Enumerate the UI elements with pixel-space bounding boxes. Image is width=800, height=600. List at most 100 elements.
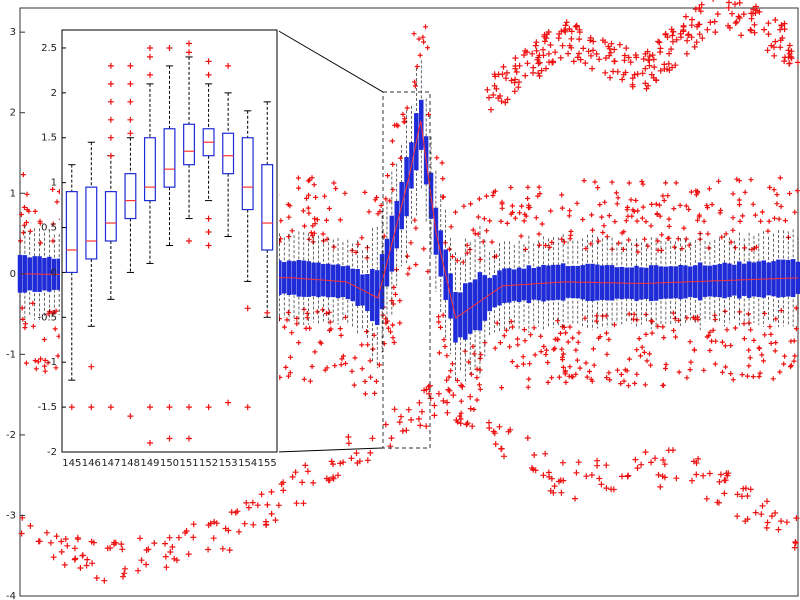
outlier-point <box>127 413 134 420</box>
outlier-point <box>364 329 370 334</box>
outlier-point <box>692 316 698 322</box>
outlier-point <box>54 199 60 205</box>
outlier-point <box>606 45 613 52</box>
outlier-point <box>484 193 489 199</box>
outlier-point <box>729 10 735 17</box>
inset-y-tick-label: 1.5 <box>41 133 57 144</box>
outlier-point <box>646 62 653 69</box>
outlier-point <box>185 551 192 558</box>
outlier-point <box>686 242 692 248</box>
outlier-point <box>366 209 372 215</box>
outlier-point <box>419 408 425 415</box>
outlier-point <box>111 541 117 548</box>
outlier-point <box>497 93 503 99</box>
outlier-point <box>79 552 86 559</box>
outlier-point <box>526 205 531 211</box>
outlier-point <box>107 152 114 159</box>
outlier-point <box>720 369 725 375</box>
outlier-point <box>107 116 114 123</box>
outlier-point <box>724 327 730 333</box>
outlier-point <box>367 449 374 456</box>
outlier-point <box>442 240 448 246</box>
outlier-point <box>768 42 775 49</box>
outlier-point <box>699 35 706 42</box>
outlier-point <box>604 330 609 336</box>
outlier-point <box>773 316 779 322</box>
outlier-point <box>93 575 100 581</box>
outlier-point <box>707 329 713 335</box>
outlier-point <box>740 485 747 492</box>
outlier-point <box>311 182 317 188</box>
outlier-point <box>448 368 454 374</box>
outlier-point <box>120 573 126 580</box>
outlier-point <box>543 65 549 72</box>
outlier-point <box>561 239 567 245</box>
outlier-point <box>633 198 639 203</box>
outlier-point <box>742 245 748 251</box>
outlier-point <box>725 22 732 29</box>
outlier-point <box>762 332 768 338</box>
outlier-point <box>143 547 150 553</box>
outlier-point <box>614 201 620 207</box>
outlier-point <box>666 223 672 229</box>
outlier-point <box>38 240 43 246</box>
outlier-point <box>509 359 515 365</box>
outlier-point <box>549 375 555 381</box>
outlier-point <box>210 535 217 542</box>
outlier-point <box>643 219 649 225</box>
outlier-point <box>426 112 432 117</box>
outlier-point <box>501 333 507 339</box>
outlier-point <box>532 352 538 358</box>
outlier-point <box>338 332 344 338</box>
outlier-point <box>647 351 652 357</box>
outlier-point <box>525 384 531 390</box>
outlier-point <box>499 205 505 211</box>
outlier-point <box>786 60 793 67</box>
outlier-point <box>536 242 542 248</box>
outlier-point <box>390 161 396 167</box>
outlier-point <box>723 231 729 237</box>
outlier-point <box>530 64 537 71</box>
outlier-point <box>250 521 257 528</box>
outlier-point <box>310 479 317 486</box>
inset-box <box>85 186 98 260</box>
outlier-point <box>330 461 336 468</box>
outlier-point <box>138 557 145 564</box>
outlier-point <box>68 404 75 411</box>
outlier-point <box>444 377 450 383</box>
outlier-point <box>464 420 471 427</box>
outlier-point <box>741 321 747 327</box>
outlier-point <box>580 217 586 222</box>
outlier-point <box>499 71 506 78</box>
outlier-point <box>458 398 464 404</box>
outlier-point <box>497 340 503 346</box>
outlier-point <box>558 330 563 336</box>
outlier-point <box>308 230 314 236</box>
outlier-point <box>722 343 728 349</box>
outlier-point <box>673 36 680 43</box>
outlier-point <box>498 98 505 105</box>
outlier-point <box>454 378 460 383</box>
outlier-point <box>623 45 630 52</box>
outlier-point <box>782 218 788 224</box>
outlier-point <box>722 308 728 314</box>
outlier-point <box>643 312 649 317</box>
outlier-point <box>488 106 494 113</box>
outlier-point <box>661 461 668 468</box>
outlier-point <box>626 356 632 362</box>
outlier-point <box>682 13 689 20</box>
outlier-point <box>714 11 721 17</box>
outlier-point <box>707 348 713 353</box>
outlier-point <box>556 374 562 380</box>
outlier-point <box>737 218 743 224</box>
outlier-point <box>405 271 411 277</box>
outlier-point <box>312 349 318 355</box>
outlier-point <box>42 357 48 363</box>
outlier-point <box>545 50 552 57</box>
outlier-point <box>434 155 440 161</box>
outlier-point <box>788 364 793 370</box>
outlier-point <box>721 477 728 484</box>
outlier-point <box>706 245 712 251</box>
outlier-point <box>781 361 787 367</box>
